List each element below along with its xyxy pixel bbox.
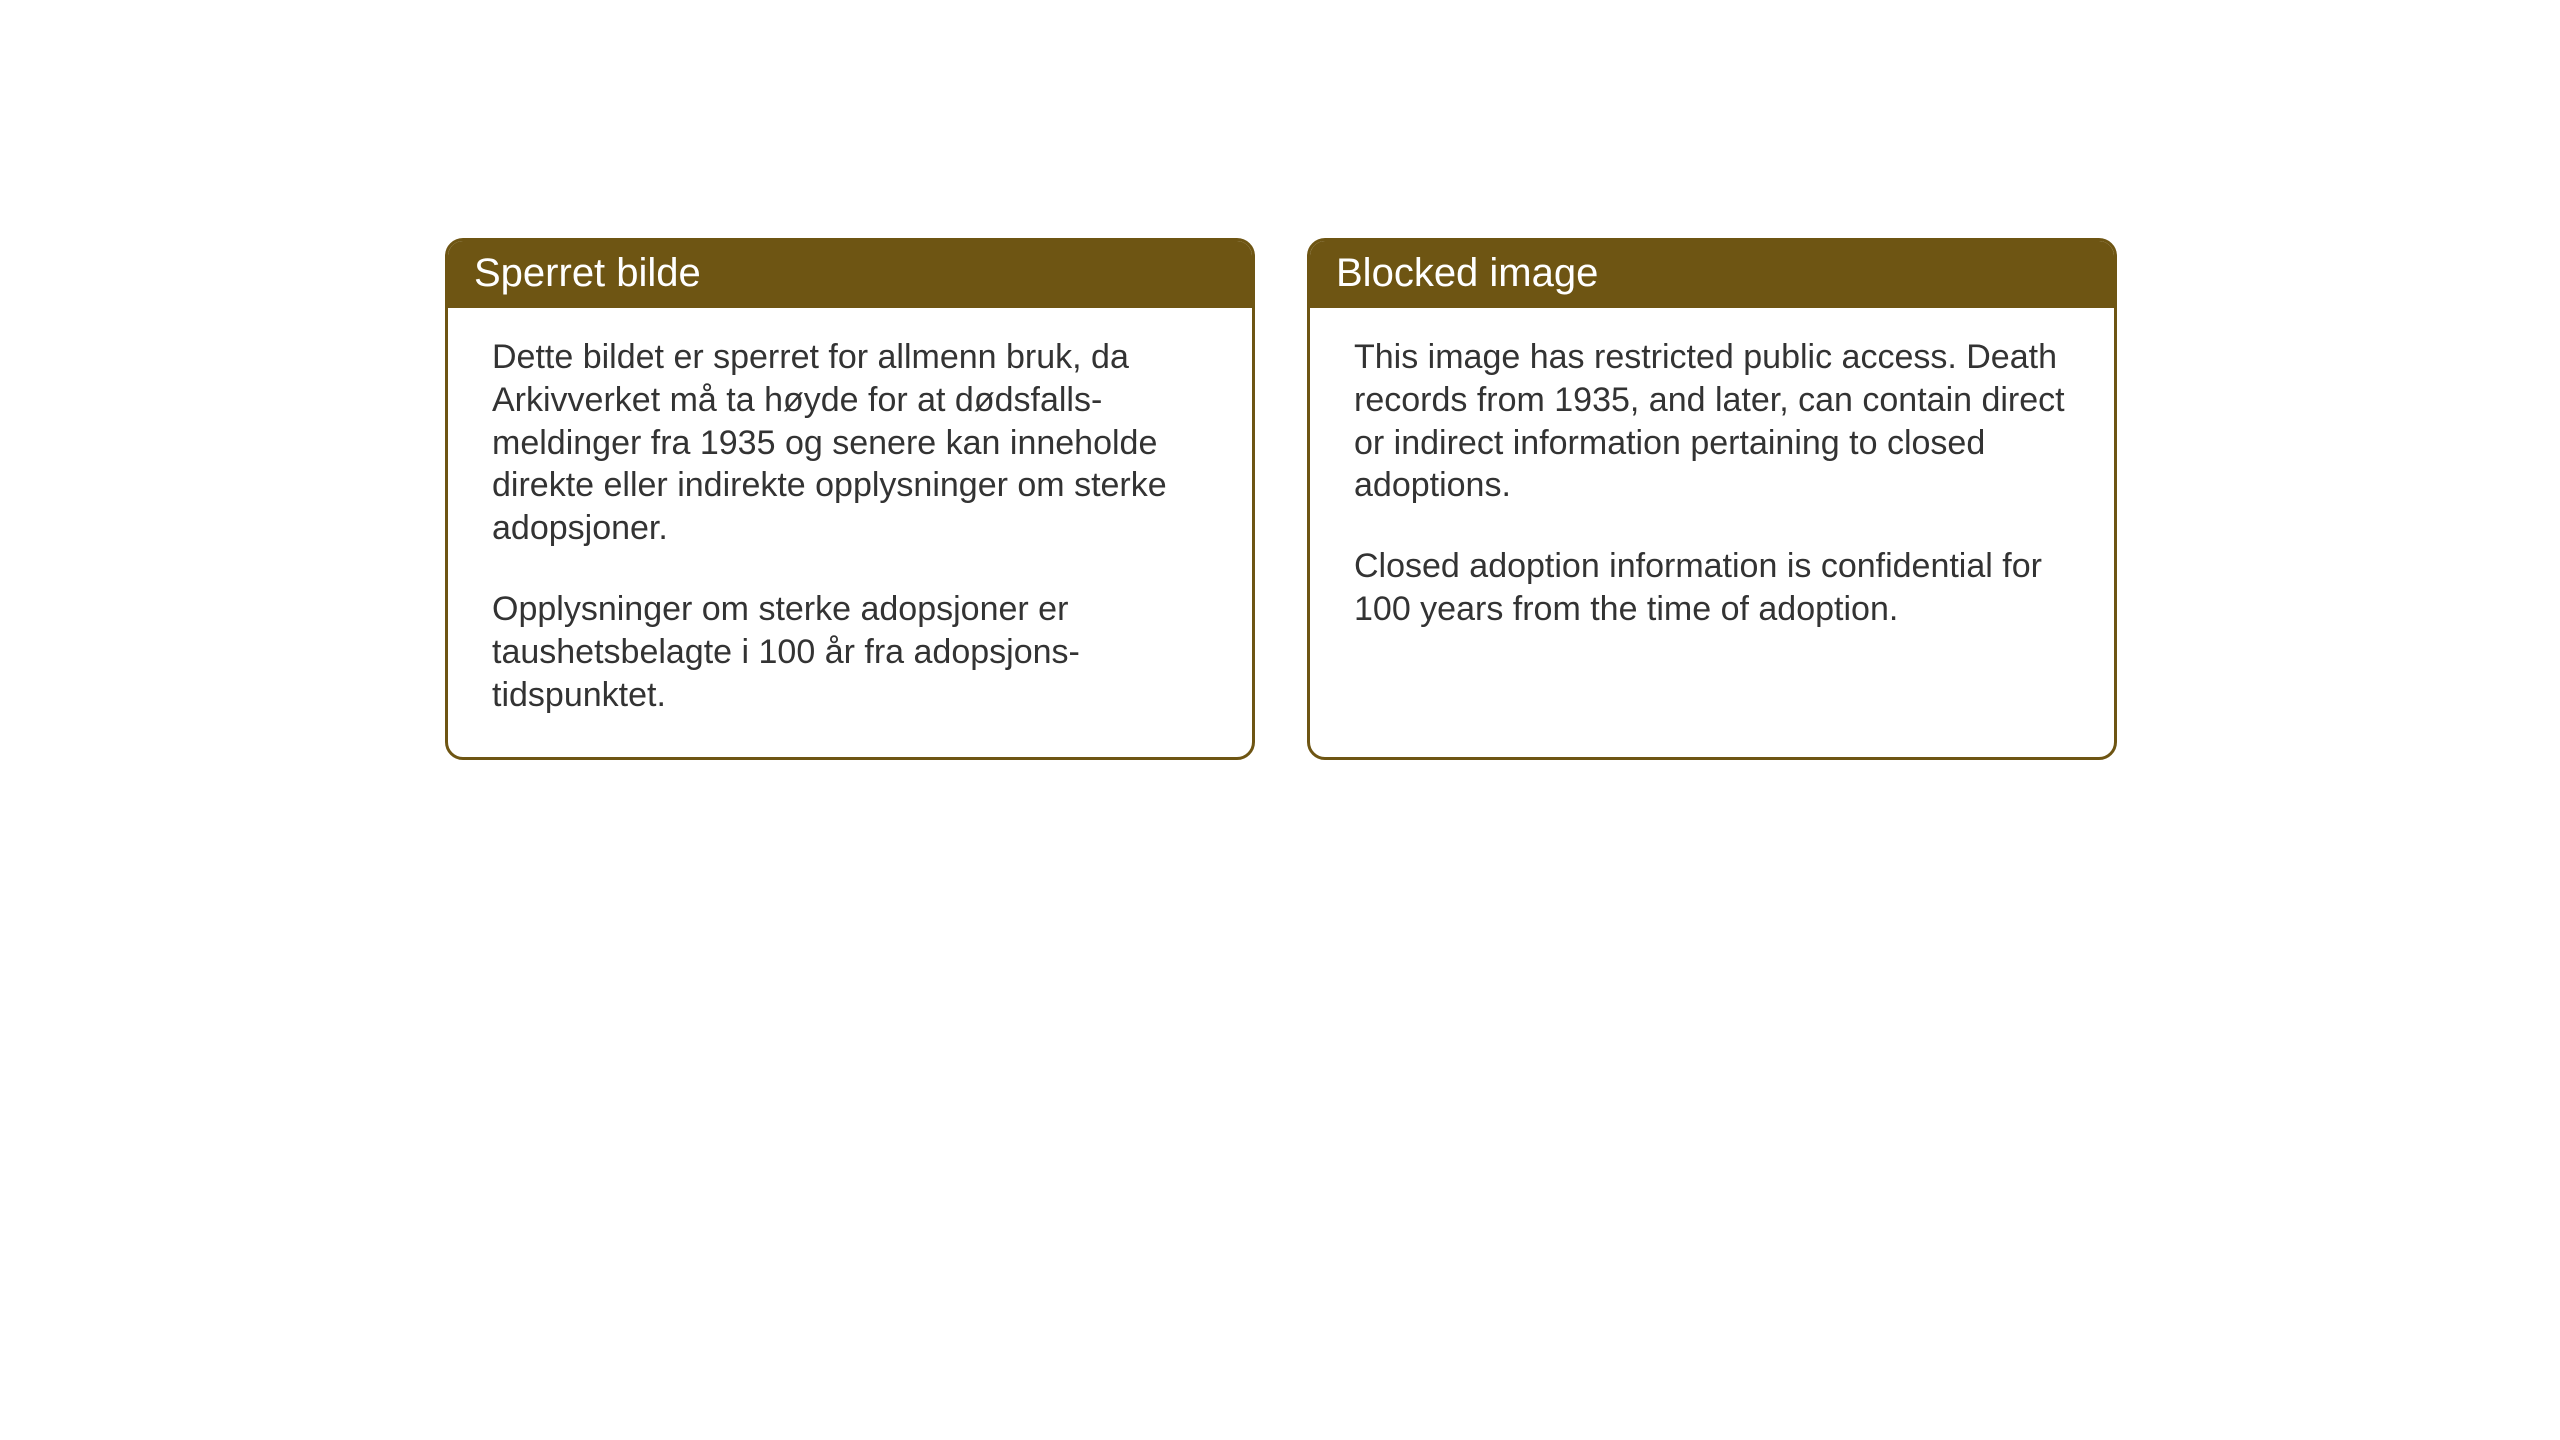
paragraph-text: This image has restricted public access.… — [1354, 336, 2072, 507]
notice-card-english: Blocked image This image has restricted … — [1307, 238, 2117, 760]
notice-container: Sperret bilde Dette bildet er sperret fo… — [0, 0, 2560, 760]
notice-card-norwegian: Sperret bilde Dette bildet er sperret fo… — [445, 238, 1255, 760]
card-header-norwegian: Sperret bilde — [448, 241, 1252, 308]
card-body-english: This image has restricted public access.… — [1310, 308, 2114, 671]
paragraph-text: Dette bildet er sperret for allmenn bruk… — [492, 336, 1210, 550]
paragraph-text: Closed adoption information is confident… — [1354, 545, 2072, 631]
card-header-english: Blocked image — [1310, 241, 2114, 308]
card-body-norwegian: Dette bildet er sperret for allmenn bruk… — [448, 308, 1252, 757]
paragraph-text: Opplysninger om sterke adopsjoner er tau… — [492, 588, 1210, 716]
